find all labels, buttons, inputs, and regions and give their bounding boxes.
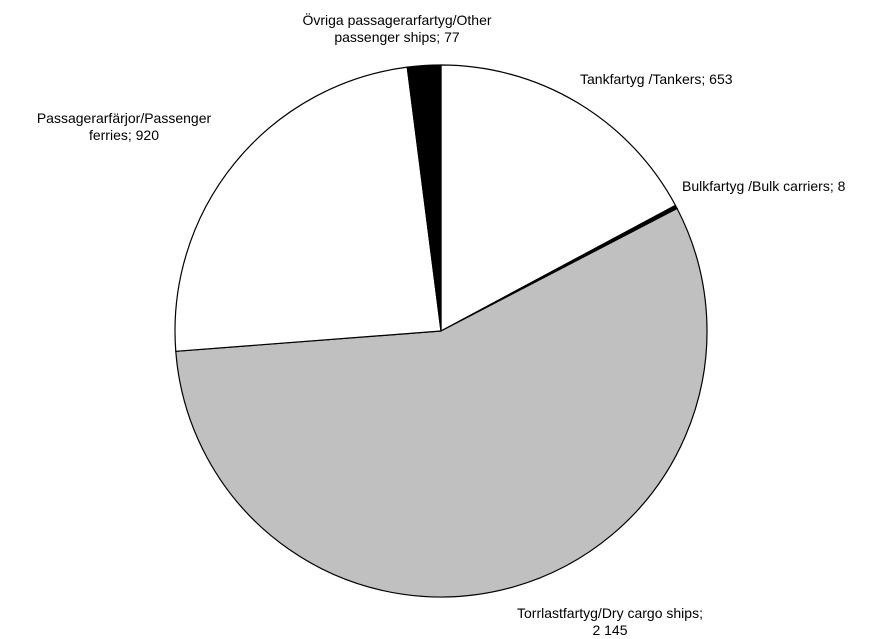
pie-slice-4 <box>406 64 442 332</box>
label-other-passenger-ships: Övriga passagerarfartyg/Other passenger … <box>302 12 492 45</box>
pie-slice-2 <box>175 207 708 598</box>
label-bulk-carriers: Bulkfartyg /Bulk carriers; 8 <box>682 178 846 194</box>
label-tankers: Tankfartyg /Tankers; 653 <box>580 71 733 87</box>
pie-slice-3 <box>174 66 442 352</box>
pie-slice-0 <box>440 64 677 332</box>
label-dry-cargo-ships: Torrlastfartyg/Dry cargo ships; 2 145 <box>517 605 703 638</box>
label-passenger-ferries: Passagerarfärjor/Passenger ferries; 920 <box>36 110 212 143</box>
